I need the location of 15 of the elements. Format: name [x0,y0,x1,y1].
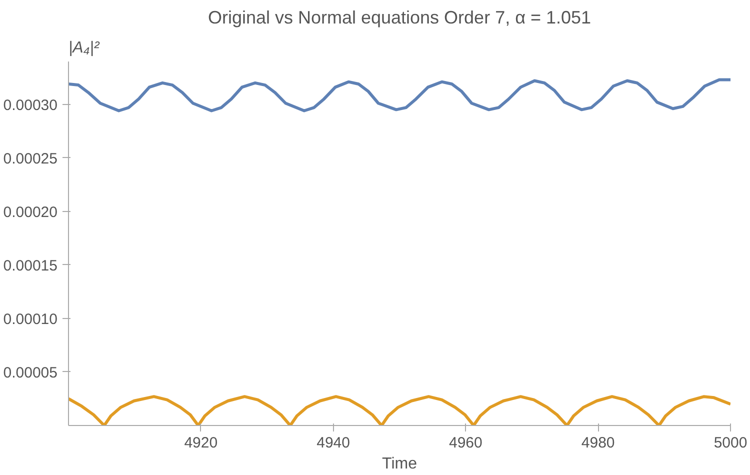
y-tick-label: 0.00030 [3,96,58,114]
y-axis-title: |A₄|² [68,40,100,56]
y-tick-label: 0.00010 [3,310,58,328]
x-tick-label: 4940 [316,434,350,452]
y-tick-label: 0.00025 [3,150,58,168]
x-tick-label: 4980 [581,434,615,452]
x-axis-title: Time [382,456,418,472]
y-tick-label: 0.00020 [3,204,58,221]
y-tick-label: 0.00005 [3,364,58,382]
line-series [68,78,730,112]
x-tick-label: 5000 [714,434,748,452]
x-tick-label: 4920 [184,434,218,452]
chart-title: Original vs Normal equations Order 7, α = 1.051 [208,8,592,28]
y-tick-label: 0.00015 [3,257,58,274]
x-tick-label: 4960 [449,434,482,452]
